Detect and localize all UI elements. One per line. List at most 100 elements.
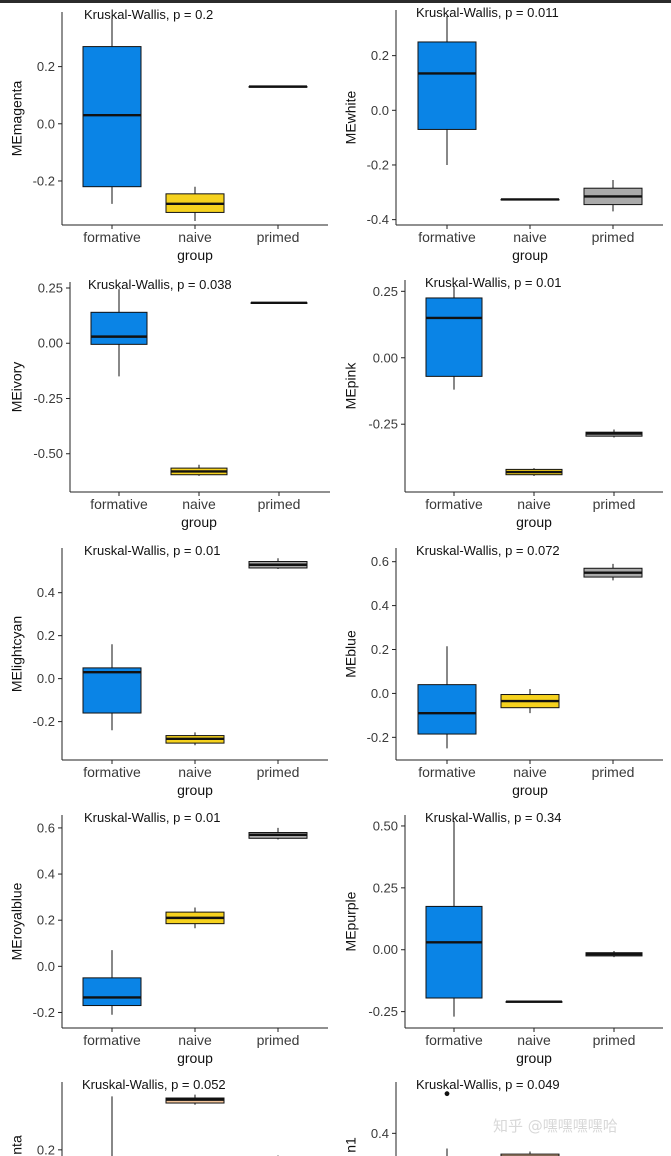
box-formative — [444, 1091, 450, 1156]
y-tick-label: 0.2 — [371, 48, 389, 63]
box-primed — [585, 950, 643, 958]
box-naive — [500, 689, 560, 714]
chart-title: Kruskal-Wallis, p = 0.01 — [84, 810, 220, 825]
y-tick-label: -0.2 — [33, 714, 55, 729]
y-axis-label: n1 — [343, 1137, 359, 1153]
y-tick-label: 0.0 — [37, 959, 55, 974]
y-tick-label: 0.6 — [37, 820, 55, 835]
y-tick-label: -0.2 — [33, 173, 55, 188]
box-naive — [165, 186, 225, 221]
x-axis-label: group — [181, 514, 217, 530]
y-axis-label: MEmagenta — [9, 81, 25, 157]
x-tick-label: naive — [513, 229, 547, 245]
y-tick-label: -0.2 — [367, 730, 389, 745]
box-formative — [111, 1096, 113, 1156]
box-naive — [505, 468, 563, 477]
x-tick-label: naive — [517, 1032, 551, 1048]
box-body — [500, 1153, 560, 1156]
y-axis-label: MEivory — [9, 362, 25, 413]
chart-title: Kruskal-Wallis, p = 0.052 — [82, 1077, 226, 1092]
chart-title: Kruskal-Wallis, p = 0.2 — [84, 7, 213, 22]
x-tick-label: formative — [83, 229, 141, 245]
y-tick-label: 0.2 — [37, 628, 55, 643]
y-tick-label: -0.25 — [368, 417, 398, 432]
box-formative — [82, 18, 142, 204]
x-tick-label: naive — [178, 1032, 212, 1048]
chart-title: Kruskal-Wallis, p = 0.049 — [416, 1077, 560, 1092]
y-tick-label: 0.00 — [373, 942, 398, 957]
x-tick-label: formative — [418, 229, 476, 245]
x-axis-label: group — [512, 247, 548, 263]
y-tick-label: 0.25 — [38, 281, 63, 296]
x-tick-label: primed — [257, 764, 300, 780]
x-tick-label: primed — [257, 229, 300, 245]
x-tick-label: naive — [182, 496, 216, 512]
top-border — [0, 0, 671, 3]
chart-panel-5: -0.2 0.0 0.2 0.4 MElightcyan Kruskal-Wallis, … — [9, 543, 328, 798]
box-formative — [90, 289, 148, 377]
y-tick-label: 0.0 — [371, 686, 389, 701]
box-body — [417, 41, 477, 130]
y-axis-label: MEpink — [343, 362, 359, 410]
chart-panel-7: -0.2 0.0 0.2 0.4 0.6 MEroyalblue Kruskal-Walli… — [9, 810, 328, 1066]
y-tick-label: 0.4 — [37, 867, 55, 882]
y-axis-label: MElightcyan — [9, 616, 25, 692]
y-tick-label: -0.2 — [367, 157, 389, 172]
x-tick-label: naive — [178, 764, 212, 780]
x-tick-label: primed — [257, 1032, 300, 1048]
y-tick-label: -0.25 — [33, 391, 63, 406]
y-tick-label: -0.25 — [368, 1004, 398, 1019]
y-tick-label: 0.4 — [37, 585, 55, 600]
box-primed — [583, 563, 643, 581]
x-tick-label: formative — [425, 1032, 483, 1048]
chart-title: Kruskal-Wallis, p = 0.34 — [425, 810, 561, 825]
x-tick-label: primed — [258, 496, 301, 512]
box-body — [417, 684, 477, 735]
y-tick-label: 0.2 — [37, 913, 55, 928]
box-naive — [165, 732, 225, 746]
y-tick-label: 0.25 — [373, 284, 398, 299]
x-tick-label: primed — [592, 764, 635, 780]
box-body — [90, 311, 148, 345]
y-tick-label: -0.50 — [33, 446, 63, 461]
x-axis-label: group — [516, 1050, 552, 1066]
box-body — [82, 46, 142, 188]
box-naive — [505, 1000, 563, 1003]
box-formative — [417, 16, 477, 165]
box-naive — [165, 1094, 225, 1105]
y-tick-label: 0.50 — [373, 818, 398, 833]
y-tick-label: 0.00 — [373, 350, 398, 365]
x-tick-label: primed — [592, 229, 635, 245]
y-axis-label: nta — [9, 1135, 25, 1155]
x-tick-label: naive — [517, 496, 551, 512]
y-axis-label: MEblue — [343, 630, 359, 678]
outlier-point — [444, 1091, 450, 1097]
box-naive — [170, 464, 228, 476]
y-tick-label: 0.4 — [371, 1126, 389, 1141]
box-body — [425, 905, 483, 999]
x-axis-label: group — [177, 782, 213, 798]
x-tick-label: formative — [425, 496, 483, 512]
box-primed — [248, 827, 308, 840]
box-formative — [425, 821, 483, 1017]
y-tick-label: 0.4 — [371, 598, 389, 613]
box-formative — [82, 644, 142, 731]
chart-title: Kruskal-Wallis, p = 0.011 — [416, 5, 559, 20]
box-primed — [583, 180, 643, 212]
x-tick-label: formative — [90, 496, 148, 512]
chart-panel-3: -0.50 -0.25 0.00 0.25 MEivory Kruskal-Wallis,… — [9, 277, 330, 530]
x-axis-label: group — [512, 782, 548, 798]
box-formative — [82, 950, 142, 1015]
x-tick-label: primed — [593, 496, 636, 512]
box-naive — [500, 1151, 560, 1156]
watermark: 知乎 @嘿嘿嘿嘿哈 — [493, 1117, 618, 1135]
chart-panel-10: 0.4 n1 Kruskal-Wallis, p = 0.049 — [343, 1077, 560, 1156]
box-body — [425, 297, 483, 377]
y-axis-label: MEroyalblue — [9, 882, 25, 960]
x-tick-label: naive — [178, 229, 212, 245]
x-tick-label: formative — [418, 764, 476, 780]
y-tick-label: 0.0 — [37, 116, 55, 131]
x-tick-label: primed — [593, 1032, 636, 1048]
y-tick-label: 0.6 — [371, 554, 389, 569]
